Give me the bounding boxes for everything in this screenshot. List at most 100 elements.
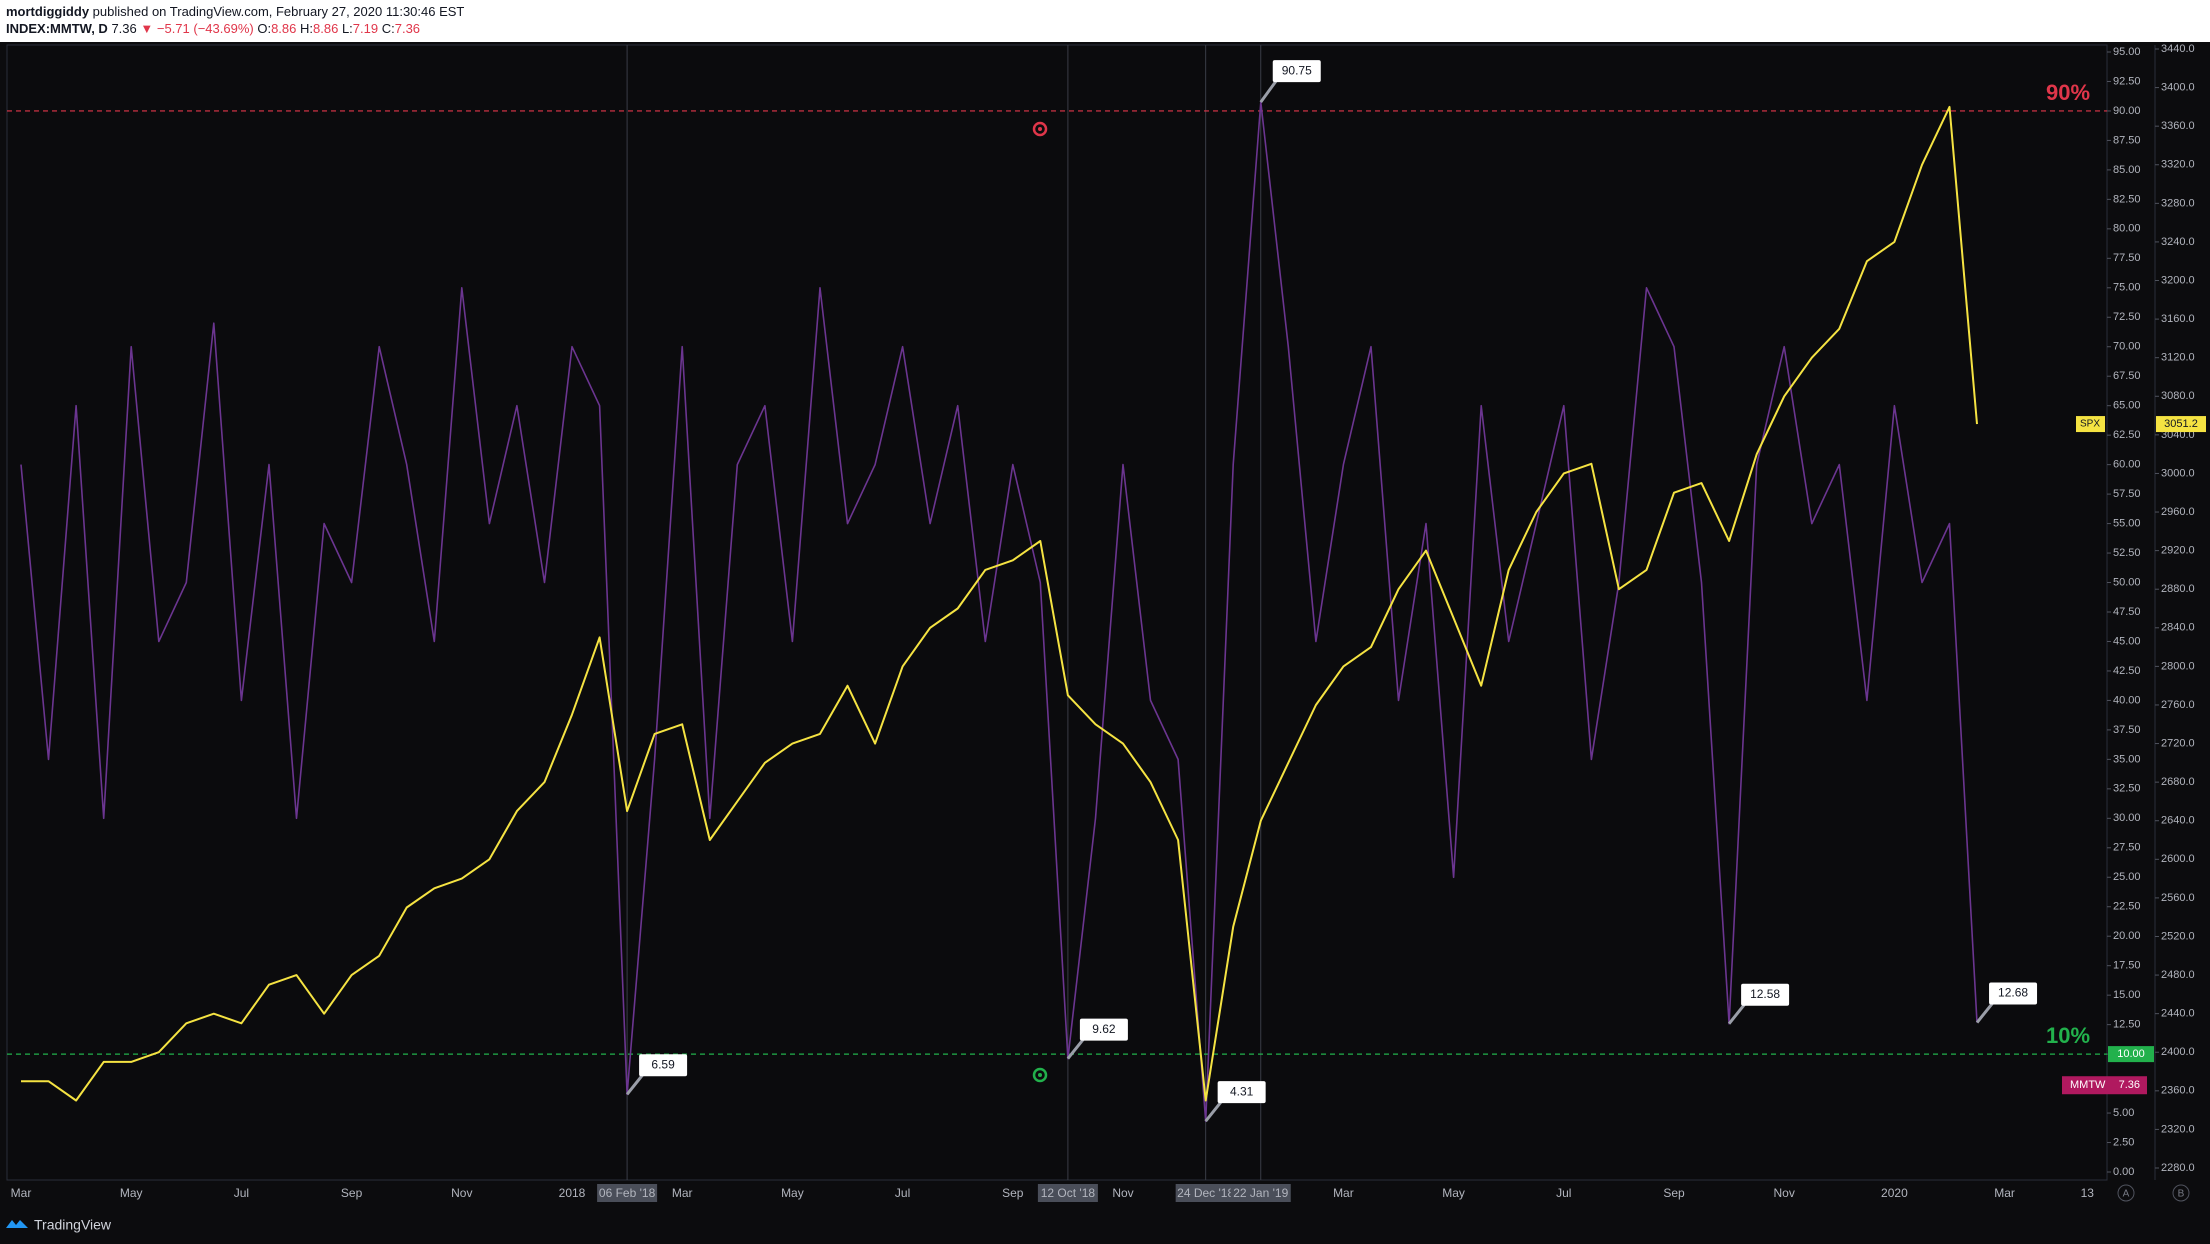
ohlc-value: 7.36	[394, 21, 421, 36]
change: ▼ −5.71 (−43.69%)	[140, 21, 254, 36]
x-tick-label: 13	[2081, 1186, 2095, 1200]
x-tick-label: Nov	[1112, 1186, 1133, 1200]
y-tick-label: 40.00	[2113, 694, 2141, 706]
corner-button-label[interactable]: A	[2123, 1189, 2130, 1200]
y2-tick-label: 2680.0	[2161, 776, 2195, 788]
tradingview-logo	[6, 1220, 28, 1228]
y2-tick-label: 3440.0	[2161, 43, 2195, 55]
callout-pointer	[1259, 79, 1278, 103]
y-tick-label: 25.00	[2113, 871, 2141, 883]
y2-tick-label: 3320.0	[2161, 159, 2195, 171]
author: mortdiggiddy	[6, 4, 90, 19]
y-tick-label: 0.00	[2113, 1166, 2134, 1178]
x-tick-label: 2020	[1881, 1186, 1908, 1200]
callout-box	[1741, 983, 1790, 1006]
x-tick-label: Jul	[234, 1186, 249, 1200]
y-tick-label: 5.00	[2113, 1107, 2134, 1119]
callout-pointer	[1066, 1037, 1086, 1060]
x-tick-label: 22 Jan '19	[1233, 1186, 1288, 1200]
x-tick-label: 2018	[559, 1186, 586, 1200]
callout-pointer	[1975, 1001, 1995, 1024]
y2-tick-label: 2480.0	[2161, 969, 2195, 981]
y-tick-label: 52.50	[2113, 547, 2141, 559]
x-highlight	[1175, 1184, 1236, 1202]
header-line-1: mortdiggiddy published on TradingView.co…	[6, 3, 2210, 20]
y2-tick-label: 2280.0	[2161, 1162, 2195, 1174]
last-value: 3051.2	[2164, 418, 2198, 430]
x-highlight	[597, 1184, 658, 1202]
x-tick-label: Sep	[1663, 1186, 1685, 1200]
callout-label: 4.31	[1230, 1084, 1254, 1098]
x-tick-label: Mar	[1333, 1186, 1354, 1200]
y-tick-label: 17.50	[2113, 960, 2141, 972]
y-tick-label: 15.00	[2113, 989, 2141, 1001]
x-tick-label: May	[120, 1186, 143, 1200]
corner-button[interactable]	[2172, 1184, 2190, 1202]
alarm-icon	[1032, 1067, 1048, 1083]
y2-tick-label: 3080.0	[2161, 390, 2195, 402]
y2-tick-label: 2880.0	[2161, 583, 2195, 595]
y2-tick-label: 3280.0	[2161, 197, 2195, 209]
y-tick-label: 55.00	[2113, 517, 2141, 529]
y-tick-label: 75.00	[2113, 282, 2141, 294]
y-tick-label: 60.00	[2113, 459, 2141, 471]
y-tick-label: 57.50	[2113, 488, 2141, 500]
y2-tick-label: 2520.0	[2161, 930, 2195, 942]
ohlc-value: 8.86	[313, 21, 339, 36]
series-name: SPX	[2080, 419, 2100, 430]
y-tick-label: 20.00	[2113, 930, 2141, 942]
y-tick-label: 65.00	[2113, 400, 2141, 412]
y2-tick-label: 2720.0	[2161, 737, 2195, 749]
callout-label: 9.62	[1092, 1022, 1116, 1036]
callout-box	[639, 1054, 688, 1077]
y2-tick-label: 2760.0	[2161, 699, 2195, 711]
y-tick-label: 42.50	[2113, 665, 2141, 677]
series-name-badge	[2062, 1076, 2147, 1095]
y2-tick-label: 3200.0	[2161, 274, 2195, 286]
y2-tick-label: 2360.0	[2161, 1085, 2195, 1097]
y-tick-label: 67.50	[2113, 370, 2141, 382]
callout-pointer	[625, 1073, 645, 1096]
y2-tick-label: 3240.0	[2161, 236, 2195, 248]
y2-tick-label: 2560.0	[2161, 892, 2195, 904]
x-tick-label: 06 Feb '18	[599, 1186, 656, 1200]
y2-tick-label: 2640.0	[2161, 815, 2195, 827]
y-tick-label: 85.00	[2113, 164, 2141, 176]
corner-button[interactable]	[2117, 1184, 2135, 1202]
y-tick-label: 22.50	[2113, 901, 2141, 913]
x-tick-label: Jul	[1556, 1186, 1571, 1200]
y-tick-label: 37.50	[2113, 724, 2141, 736]
series-line	[21, 105, 1978, 1102]
y-tick-label: 2.50	[2113, 1136, 2134, 1148]
y-tick-label: 77.50	[2113, 252, 2141, 264]
header-line-2: INDEX:MMTW, D 7.36 ▼ −5.71 (−43.69%) O:8…	[6, 20, 2210, 37]
x-tick-label: May	[781, 1186, 804, 1200]
y-tick-label: 47.50	[2113, 606, 2141, 618]
callout-label: 6.59	[651, 1057, 675, 1071]
y2-tick-label: 2960.0	[2161, 506, 2195, 518]
x-highlight	[1037, 1184, 1098, 1202]
footer-brand: TradingView	[34, 1217, 112, 1233]
x-tick-label: 12 Oct '18	[1041, 1186, 1096, 1200]
ohlc-label: H:	[300, 21, 314, 36]
y-tick-label: 87.50	[2113, 134, 2141, 146]
x-tick-label: 24 Dec '18	[1177, 1186, 1234, 1200]
y-tick-label: 30.00	[2113, 812, 2141, 824]
y-tick-label: 92.50	[2113, 75, 2141, 87]
x-tick-label: Nov	[451, 1186, 472, 1200]
y-tick-label: 70.00	[2113, 341, 2141, 353]
y2-tick-label: 3120.0	[2161, 352, 2195, 364]
y2-tick-label: 2400.0	[2161, 1046, 2195, 1058]
y2-tick-label: 2840.0	[2161, 622, 2195, 634]
published: published on TradingView.com, February 2…	[92, 4, 465, 19]
level-badge-label: 10.00	[2117, 1048, 2145, 1060]
y-tick-label: 27.50	[2113, 842, 2141, 854]
corner-button-label[interactable]: B	[2178, 1189, 2185, 1200]
y2-tick-label: 2320.0	[2161, 1123, 2195, 1135]
x-tick-label: Mar	[11, 1186, 32, 1200]
y2-tick-label: 2800.0	[2161, 660, 2195, 672]
x-tick-label: Sep	[1002, 1186, 1024, 1200]
x-tick-label: Sep	[341, 1186, 363, 1200]
y-tick-label: 45.00	[2113, 635, 2141, 647]
